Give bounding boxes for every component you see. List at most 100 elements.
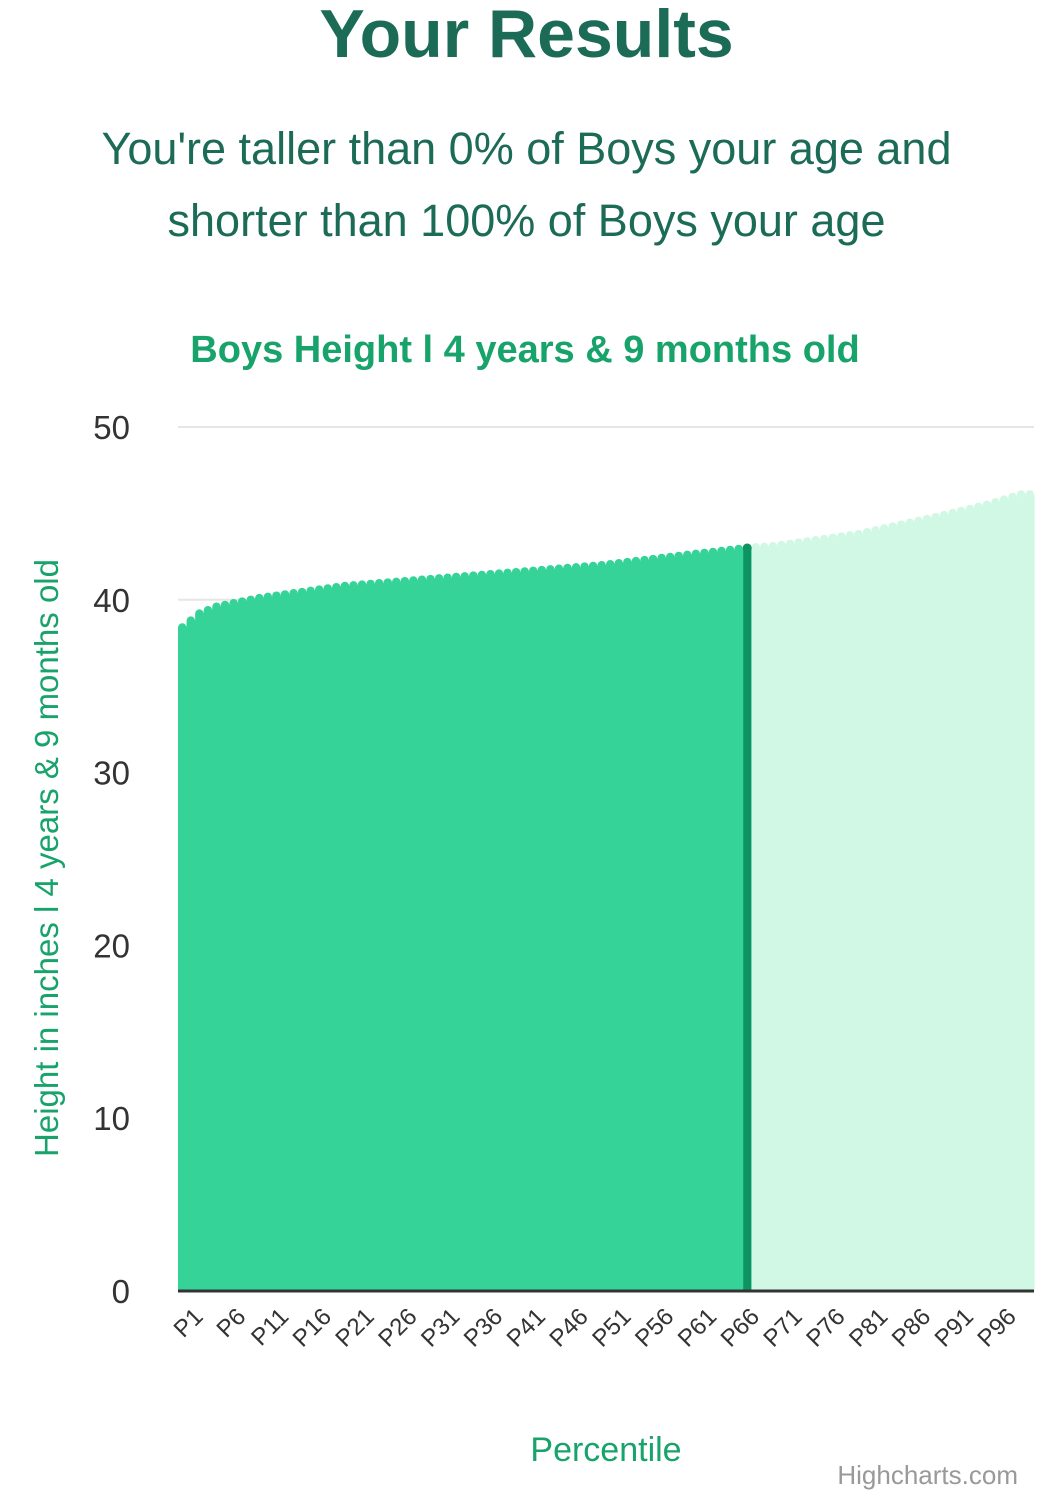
x-tick-label: P36 — [459, 1303, 508, 1352]
area-bar-cap — [657, 553, 666, 563]
area-bar — [400, 581, 410, 1291]
x-tick-label: P41 — [502, 1303, 551, 1352]
area-bar-cap — [366, 579, 375, 589]
area-bar-cap — [220, 600, 230, 610]
area-bar-cap — [837, 532, 846, 541]
area-bar — [392, 581, 402, 1291]
area-bar-cap — [374, 579, 384, 588]
area-bar — [657, 557, 667, 1291]
area-bar — [623, 562, 633, 1291]
area-bar-cap — [529, 566, 538, 575]
area-bar-cap — [571, 563, 581, 572]
area-bar-cap — [315, 585, 324, 594]
area-bar-cap — [263, 592, 273, 602]
area-bar — [948, 513, 958, 1291]
area-bar-cap — [708, 547, 718, 557]
area-bar — [443, 577, 453, 1291]
area-bar-cap — [486, 570, 495, 579]
area-bar-cap — [991, 497, 1000, 507]
area-bar-cap — [255, 593, 264, 603]
chart-title: Boys Height l 4 years & 9 months old — [190, 329, 859, 371]
area-bar-cap — [854, 529, 863, 539]
area-bar-cap — [623, 557, 632, 567]
highlight-marker-cap — [742, 543, 752, 553]
area-bar — [306, 590, 316, 1291]
area-bar-cap — [888, 522, 897, 531]
y-tick-label: 10 — [93, 1100, 130, 1137]
area-bar — [640, 560, 650, 1291]
x-tick-label: P91 — [930, 1303, 979, 1352]
x-tick-label: P1 — [169, 1303, 209, 1343]
area-bar-cap — [1025, 490, 1034, 499]
area-bar — [879, 528, 890, 1291]
area-bar — [503, 572, 513, 1291]
area-bar — [451, 576, 462, 1291]
area-bar-cap — [246, 595, 255, 604]
data-area — [178, 490, 1035, 1293]
area-bar-cap — [700, 548, 709, 558]
area-bar-cap — [982, 500, 992, 509]
area-bar — [323, 588, 333, 1291]
area-bar-cap — [734, 544, 743, 554]
area-bar-cap — [588, 561, 598, 571]
area-bar — [409, 580, 419, 1291]
area-bar-cap — [965, 504, 974, 514]
area-bar — [229, 603, 239, 1291]
y-tick-label: 0 — [112, 1273, 130, 1310]
area-bar-cap — [477, 570, 487, 580]
area-bar — [203, 610, 213, 1291]
area-bar-cap — [469, 571, 478, 580]
area-bar — [255, 598, 265, 1291]
area-bar-cap — [392, 577, 401, 587]
area-bar — [383, 582, 393, 1291]
highcharts-credit[interactable]: Highcharts.com — [837, 1460, 1018, 1490]
area-bar-cap — [520, 567, 529, 576]
area-bar-cap — [862, 528, 872, 537]
area-bar-cap — [1016, 490, 1026, 499]
area-bar-cap — [426, 574, 435, 584]
area-bar-cap — [546, 565, 555, 574]
area-bar — [768, 546, 778, 1291]
area-bar — [760, 546, 770, 1291]
area-bar — [332, 587, 342, 1291]
area-bar-cap — [434, 574, 444, 583]
area-bar — [374, 583, 385, 1291]
area-bar — [554, 568, 564, 1291]
area-bar-cap — [957, 506, 966, 516]
area-bar-cap — [768, 542, 778, 551]
area-bar — [914, 520, 924, 1291]
area-bar — [811, 540, 821, 1291]
area-bar — [246, 599, 256, 1291]
area-bar — [777, 545, 787, 1291]
area-bar — [751, 547, 761, 1291]
area-bar-cap — [357, 580, 367, 589]
area-bar — [820, 538, 830, 1291]
area-bar — [956, 510, 967, 1291]
area-bar-cap — [537, 565, 546, 575]
area-bar — [785, 543, 795, 1291]
area-bar — [828, 537, 838, 1291]
area-bar-cap — [178, 623, 187, 632]
area-bar — [982, 504, 992, 1291]
area-bar — [871, 530, 881, 1291]
area-bar-cap — [666, 552, 675, 562]
area-bar — [939, 515, 949, 1291]
area-bar-cap — [777, 540, 786, 550]
area-bar — [340, 585, 350, 1291]
x-tick-label: P26 — [373, 1303, 422, 1352]
area-bar-cap — [272, 591, 281, 600]
area-bar — [417, 579, 427, 1291]
area-bar-cap — [280, 590, 290, 599]
area-bar — [648, 559, 658, 1291]
x-tick-label: P71 — [758, 1303, 807, 1352]
x-tick-label: P46 — [544, 1303, 593, 1352]
area-bar-cap — [948, 508, 957, 518]
area-bar — [922, 518, 932, 1291]
area-bar — [597, 565, 607, 1291]
area-bar — [1008, 496, 1018, 1291]
x-tick-label: P61 — [673, 1303, 722, 1352]
area-bar-cap — [683, 550, 692, 560]
height-chart: Boys Height l 4 years & 9 months old 0 10… — [0, 300, 1053, 1500]
area-bar-cap — [306, 586, 315, 596]
area-bar — [366, 583, 376, 1291]
